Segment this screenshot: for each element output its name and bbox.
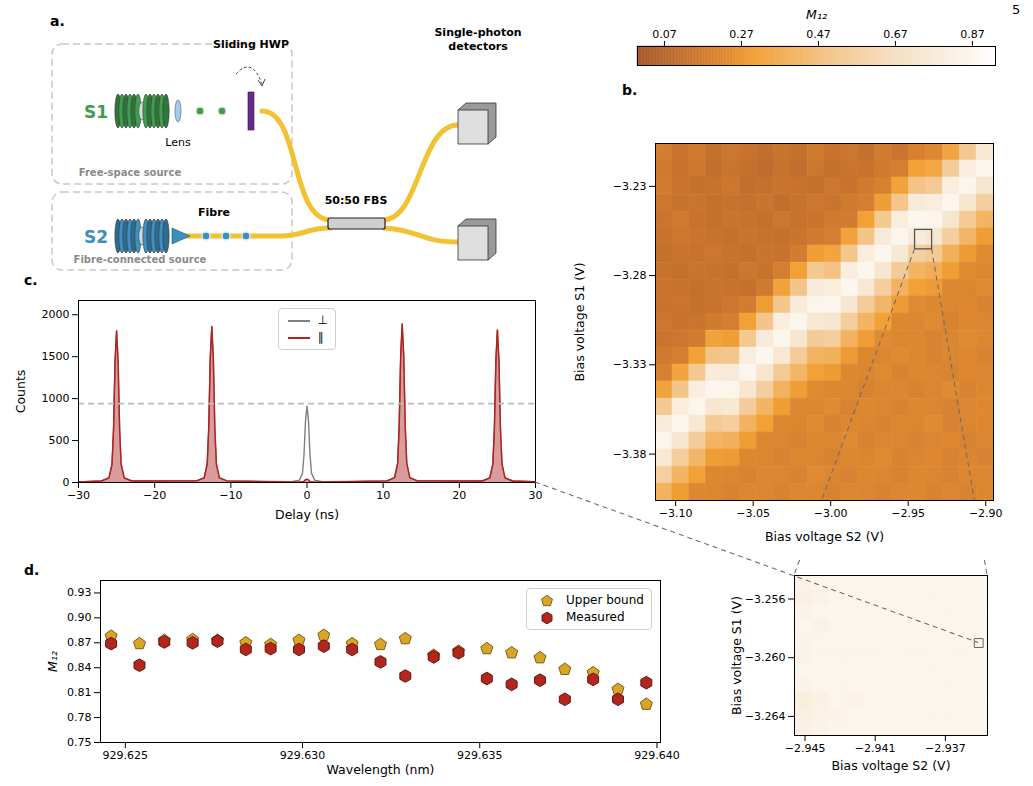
svg-text:Bias voltage S1 (V): Bias voltage S1 (V) — [572, 262, 587, 381]
svg-text:−3.256: −3.256 — [745, 593, 786, 606]
svg-text:0: 0 — [304, 489, 311, 502]
html-text:c.: c. — [24, 272, 38, 288]
svg-text:50:50 FBS: 50:50 FBS — [325, 194, 388, 207]
svg-text:500: 500 — [49, 434, 70, 447]
svg-text:Bias voltage S2 (V): Bias voltage S2 (V) — [831, 758, 950, 773]
svg-text:−3.38: −3.38 — [613, 448, 647, 461]
svg-text:−10: −10 — [219, 489, 242, 502]
svg-text:30: 30 — [529, 489, 543, 502]
html-text:5: 5 — [1012, 2, 1021, 17]
svg-text:Bias voltage S1 (V): Bias voltage S1 (V) — [729, 596, 744, 715]
svg-text:0.78: 0.78 — [67, 711, 92, 724]
svg-text:0.81: 0.81 — [67, 686, 92, 699]
svg-text:−3.05: −3.05 — [736, 507, 770, 520]
svg-text:0.67: 0.67 — [883, 28, 908, 41]
svg-text:−3.23: −3.23 — [613, 180, 647, 193]
svg-text:−2.95: −2.95 — [891, 507, 925, 520]
svg-text:0.27: 0.27 — [729, 28, 754, 41]
svg-text:1500: 1500 — [42, 350, 70, 363]
svg-text:929.630: 929.630 — [280, 749, 326, 762]
svg-text:−2.937: −2.937 — [925, 742, 966, 755]
svg-text:M₁₂: M₁₂ — [45, 651, 60, 672]
svg-text:S2: S2 — [84, 227, 108, 247]
svg-text:0.93: 0.93 — [67, 586, 92, 599]
html-text:Measured: Measured — [566, 610, 625, 624]
svg-text:−3.264: −3.264 — [745, 710, 786, 723]
svg-text:0.87: 0.87 — [67, 636, 92, 649]
svg-text:Single-photondetectors: Single-photondetectors — [434, 26, 521, 53]
svg-text:S1: S1 — [84, 102, 108, 122]
svg-text:20: 20 — [452, 489, 466, 502]
svg-text:Wavelength (nm): Wavelength (nm) — [327, 762, 435, 777]
svg-text:Fibre-connected source: Fibre-connected source — [74, 254, 207, 265]
svg-text:929.640: 929.640 — [634, 749, 680, 762]
svg-text:−3.10: −3.10 — [659, 507, 693, 520]
svg-text:Delay (ns): Delay (ns) — [275, 507, 339, 522]
svg-text:2000: 2000 — [42, 308, 70, 321]
svg-text:0.84: 0.84 — [67, 661, 92, 674]
svg-text:−2.945: −2.945 — [785, 742, 826, 755]
svg-text:Free-space source: Free-space source — [79, 167, 182, 178]
svg-text:Bias voltage S2 (V): Bias voltage S2 (V) — [765, 529, 884, 544]
svg-text:10: 10 — [376, 489, 390, 502]
svg-text:Sliding HWP: Sliding HWP — [213, 38, 289, 51]
html-text:b.: b. — [622, 82, 638, 98]
svg-text:929.625: 929.625 — [103, 749, 148, 762]
svg-text:0.90: 0.90 — [67, 611, 92, 624]
svg-text:−3.33: −3.33 — [613, 358, 647, 371]
svg-text:−2.90: −2.90 — [969, 507, 1003, 520]
svg-text:0.75: 0.75 — [67, 736, 92, 749]
svg-text:Lens: Lens — [165, 136, 191, 149]
svg-text:929.635: 929.635 — [457, 749, 503, 762]
svg-text:0.47: 0.47 — [806, 28, 831, 41]
svg-text:Fibre: Fibre — [198, 206, 230, 219]
svg-text:0: 0 — [63, 476, 70, 489]
svg-text:0.07: 0.07 — [652, 28, 677, 41]
svg-text:−3.28: −3.28 — [613, 269, 647, 282]
html-text:d.: d. — [24, 562, 40, 578]
svg-text:−20: −20 — [143, 489, 166, 502]
svg-text:−3.00: −3.00 — [814, 507, 848, 520]
svg-text:1000: 1000 — [42, 392, 70, 405]
svg-text:a.: a. — [50, 13, 65, 29]
html-text:Upper bound: Upper bound — [566, 593, 644, 607]
svg-text:−2.941: −2.941 — [855, 742, 896, 755]
svg-text:−30: −30 — [67, 489, 90, 502]
svg-text:−3.260: −3.260 — [745, 651, 786, 664]
svg-text:M₁₂: M₁₂ — [806, 7, 827, 22]
svg-text:Counts: Counts — [13, 370, 28, 414]
svg-text:0.87: 0.87 — [960, 28, 985, 41]
